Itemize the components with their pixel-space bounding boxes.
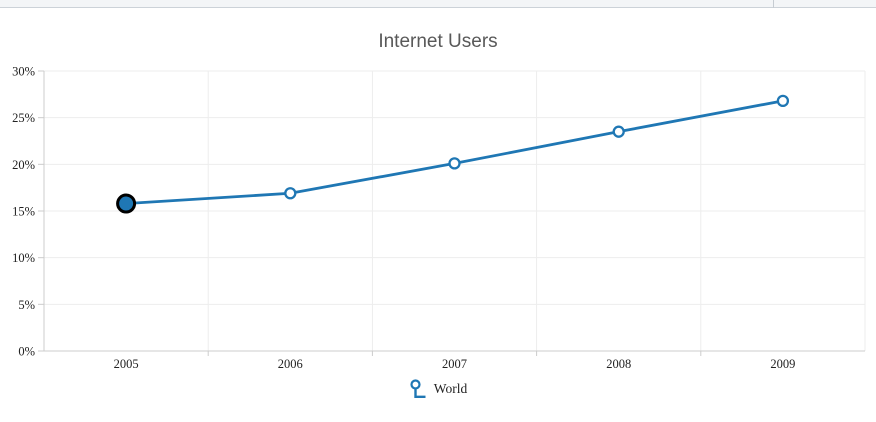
top-pane-strip <box>0 0 876 8</box>
data-point-selected-2005[interactable] <box>116 193 137 214</box>
legend-label: World <box>433 381 468 396</box>
y-axis-tick-label: 25% <box>12 111 35 125</box>
y-axis-tick-label: 15% <box>12 205 35 219</box>
data-point-2006[interactable] <box>284 187 297 200</box>
series-line-world <box>124 99 785 205</box>
y-axis-tick-label: 5% <box>18 298 35 312</box>
y-axis-tick-label: 10% <box>12 251 35 265</box>
data-point-2008[interactable] <box>612 125 625 138</box>
line-series-icon <box>410 378 426 398</box>
x-axis-tick-label: 2006 <box>278 357 303 371</box>
data-point-2007[interactable] <box>448 157 461 170</box>
x-axis-tick-label: 2009 <box>770 357 795 371</box>
chart-title: Internet Users <box>378 31 498 52</box>
data-point-2009[interactable] <box>776 94 790 108</box>
x-axis-tick-label: 2007 <box>442 357 467 371</box>
y-axis-tick-label: 30% <box>12 65 35 79</box>
y-axis-tick-label: 0% <box>18 345 35 359</box>
chart-legend: World <box>0 376 876 402</box>
x-axis-tick-label: 2005 <box>114 357 139 371</box>
y-axis-tick-label: 20% <box>12 158 35 172</box>
x-axis-tick-label: 2008 <box>606 357 631 371</box>
legend-item-world[interactable]: World <box>409 378 468 400</box>
pane-divider <box>773 0 774 8</box>
